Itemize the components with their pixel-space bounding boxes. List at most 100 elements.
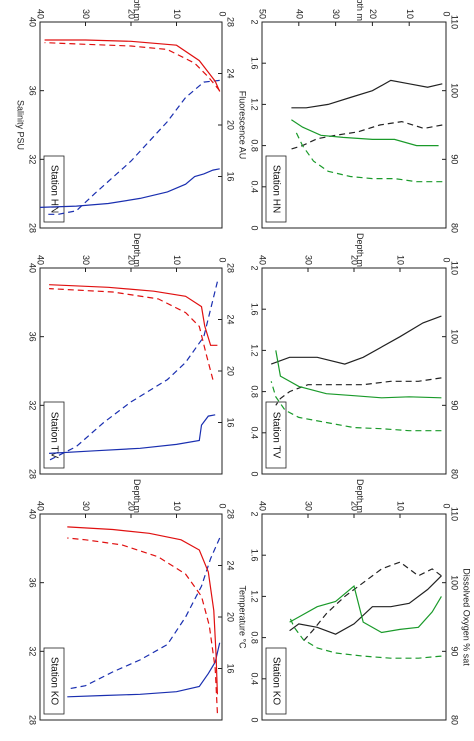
- data-series-line: [48, 281, 218, 461]
- top-axis-tick-label: 1.6: [250, 303, 260, 316]
- top-axis-tick-label: 32: [28, 400, 38, 410]
- depth-tick-label: 30: [304, 501, 314, 511]
- bottom-axis-tick-label: 80: [450, 715, 460, 725]
- data-series-line: [67, 537, 218, 714]
- depth-tick-label: 20: [127, 255, 137, 265]
- top-axis-tick-label: 0.4: [250, 673, 260, 686]
- data-series-line: [67, 642, 221, 698]
- depth-tick-label: 30: [81, 9, 91, 19]
- depth-axis-label: Depth m: [132, 0, 142, 21]
- depth-tick-label: 0: [442, 257, 452, 262]
- top-axis-tick-label: 28: [28, 715, 38, 725]
- top-axis-tick-label: 1.6: [250, 57, 260, 70]
- bottom-axis-tick-label: 90: [450, 154, 460, 164]
- depth-tick-label: 40: [258, 501, 268, 511]
- depth-tick-label: 10: [405, 9, 415, 19]
- depth-tick-label: 30: [331, 9, 341, 19]
- data-series-line: [44, 79, 220, 215]
- chart-panel: 0 10 20 30 40 Depth m 28 32 36 40 16 20 24 28 Temperat…: [28, 479, 248, 725]
- data-series-line: [67, 537, 221, 690]
- depth-tick-label: 10: [172, 255, 182, 265]
- depth-axis-label: Depth m: [355, 233, 365, 267]
- depth-tick-label: 40: [294, 9, 304, 19]
- chart-panel: 0 10 20 30 40 50 Depth m 0 0.4 0.8 1.2 1.6 2 Fluoresc…: [238, 0, 460, 233]
- depth-tick-label: 10: [172, 9, 182, 19]
- data-series-line: [49, 284, 218, 346]
- top-axis-tick-label: 0.8: [250, 385, 260, 398]
- station-label-box: [265, 401, 287, 469]
- depth-tick-label: 50: [258, 9, 268, 19]
- top-axis-tick-label: 0.8: [250, 631, 260, 644]
- station-label-box: [43, 647, 65, 715]
- bottom-axis-tick-label: 110: [450, 15, 460, 29]
- station-label: Station TV: [48, 412, 59, 459]
- bottom-axis-tick-label: 28: [226, 263, 236, 273]
- depth-tick-label: 0: [442, 503, 452, 508]
- top-axis-label: Salinity PSU: [16, 100, 26, 150]
- depth-tick-label: 20: [127, 501, 137, 511]
- bottom-axis-tick-label: 20: [226, 120, 236, 130]
- top-axis-tick-label: 32: [28, 646, 38, 656]
- bottom-axis-tick-label: 28: [226, 17, 236, 27]
- top-axis-tick-label: 2: [250, 19, 260, 24]
- chart-panel: 0 10 20 30 40 Depth m 0 0.4 0.8 1.2 1.6 2 80 90 100 110…: [250, 233, 460, 479]
- top-axis-tick-label: 2: [250, 511, 260, 516]
- top-axis-tick-label: 1.2: [250, 98, 260, 111]
- depth-axis-label: Depth m: [355, 479, 365, 513]
- bottom-axis-tick-label: 20: [226, 612, 236, 622]
- data-series-line: [270, 381, 442, 432]
- bottom-axis-tick-label: 16: [226, 663, 236, 673]
- depth-tick-label: 0: [218, 503, 228, 508]
- station-label: Station KO: [48, 657, 59, 706]
- top-axis-tick-label: 36: [28, 578, 38, 588]
- data-series-line: [275, 350, 442, 399]
- depth-tick-label: 0: [218, 257, 228, 262]
- bottom-axis-tick-label: 100: [450, 329, 460, 344]
- bottom-axis-tick-label: 24: [226, 314, 236, 324]
- depth-tick-label: 20: [350, 255, 360, 265]
- top-axis-tick-label: 28: [28, 223, 38, 233]
- data-series-line: [289, 575, 442, 635]
- top-axis-tick-label: 0.8: [250, 139, 260, 152]
- top-axis-tick-label: 32: [28, 154, 38, 164]
- depth-tick-label: 40: [258, 255, 268, 265]
- bottom-axis-tick-label: 80: [450, 469, 460, 479]
- depth-axis-label: Depth m: [132, 479, 142, 513]
- station-label-box: [265, 155, 287, 223]
- bottom-axis-tick-label: 100: [450, 83, 460, 98]
- top-axis-tick-label: 40: [28, 263, 38, 273]
- bottom-axis-tick-label: 24: [226, 560, 236, 570]
- data-series-line: [67, 526, 218, 695]
- data-series-line: [49, 414, 216, 454]
- station-label: Station HN: [48, 165, 59, 213]
- data-series-line: [291, 119, 439, 147]
- data-series-line: [39, 168, 220, 208]
- data-series-line: [294, 129, 443, 183]
- top-axis-tick-label: 36: [28, 86, 38, 96]
- top-axis-tick-label: 40: [28, 509, 38, 519]
- bottom-axis-tick-label: 80: [450, 223, 460, 233]
- station-label-box: [43, 401, 65, 469]
- top-axis-tick-label: 0: [250, 717, 260, 722]
- chart-panel: 0 10 20 30 40 Depth m 28 32 36 40 Salinity PSU 16 20…: [16, 0, 236, 233]
- top-axis-tick-label: 36: [28, 332, 38, 342]
- depth-tick-label: 10: [396, 501, 406, 511]
- top-axis-tick-label: 0: [250, 471, 260, 476]
- bottom-axis-tick-label: 90: [450, 400, 460, 410]
- depth-tick-label: 20: [368, 9, 378, 19]
- plot-frame: [261, 513, 447, 721]
- plot-frame: [261, 21, 447, 229]
- bottom-axis-tick-label: 16: [226, 171, 236, 181]
- depth-tick-label: 10: [396, 255, 406, 265]
- depth-axis-label: Depth m: [355, 0, 365, 21]
- depth-tick-label: 0: [442, 11, 452, 16]
- depth-tick-label: 40: [36, 501, 46, 511]
- data-series-line: [289, 616, 442, 659]
- data-series-line: [44, 42, 221, 92]
- top-axis-tick-label: 1.2: [250, 344, 260, 357]
- bottom-axis-tick-label: 20: [226, 366, 236, 376]
- depth-tick-label: 20: [127, 9, 137, 19]
- bottom-axis-label: Temperature °C: [238, 585, 248, 649]
- data-series-line: [49, 288, 214, 380]
- top-axis-tick-label: 0.4: [250, 427, 260, 440]
